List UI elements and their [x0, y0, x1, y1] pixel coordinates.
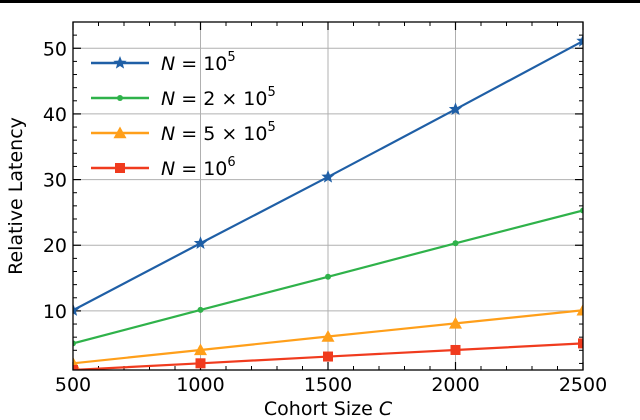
star-marker — [448, 102, 463, 115]
legend-label: N = 106 — [161, 155, 236, 180]
y-tick-label: 40 — [43, 104, 67, 126]
legend: N = 105 N = 2 × 105 N = 5 × 105 N = 106 — [91, 50, 276, 180]
x-axis-title: Cohort Size C — [264, 398, 393, 420]
point-marker — [73, 340, 76, 347]
triangle-marker — [113, 126, 127, 139]
legend-label: N = 2 × 105 — [161, 85, 276, 110]
star-marker — [576, 34, 583, 47]
legend-label: N = 105 — [161, 50, 236, 75]
point-marker — [325, 273, 331, 280]
legend-label: N = 5 × 105 — [161, 120, 276, 145]
series-group — [73, 34, 583, 370]
y-axis-title: Relative Latency — [5, 117, 27, 275]
triangle-marker — [576, 303, 583, 316]
point-marker — [117, 95, 123, 101]
x-tick-label: 2500 — [559, 374, 607, 396]
point-marker — [452, 240, 459, 247]
y-tick-label: 30 — [43, 170, 67, 192]
tick-labels: 500 1000 1500 2000 2500 10 20 30 40 50 — [43, 38, 607, 396]
y-tick-label: 50 — [43, 38, 67, 60]
triangle-marker — [321, 330, 335, 342]
star-marker — [321, 169, 335, 183]
x-tick-label: 2000 — [431, 374, 479, 396]
star-marker — [193, 236, 208, 249]
x-tick-label: 1500 — [304, 374, 352, 396]
series-3 — [73, 338, 583, 370]
y-tick-label: 20 — [43, 235, 67, 257]
series-0 — [73, 34, 583, 316]
y-tick-label: 10 — [43, 301, 67, 323]
legend-item: N = 5 × 105 — [91, 120, 276, 145]
plot-frame — [72, 21, 584, 371]
square-marker — [323, 351, 333, 362]
legend-item: N = 106 — [91, 155, 236, 180]
star-marker — [113, 56, 127, 69]
square-marker — [73, 365, 78, 370]
point-marker — [580, 207, 583, 214]
square-marker — [578, 338, 583, 349]
square-marker — [450, 344, 461, 355]
legend-item: N = 2 × 105 — [91, 85, 276, 110]
point-marker — [197, 306, 204, 313]
square-marker — [195, 358, 206, 369]
star-marker — [73, 303, 80, 316]
legend-item: N = 105 — [91, 50, 236, 75]
triangle-marker — [449, 316, 462, 329]
series-1 — [73, 207, 583, 347]
triangle-marker — [194, 343, 207, 356]
series-2 — [73, 303, 583, 369]
x-tick-label: 1000 — [176, 374, 224, 396]
square-marker — [115, 163, 125, 173]
x-tick-label: 500 — [55, 374, 91, 396]
